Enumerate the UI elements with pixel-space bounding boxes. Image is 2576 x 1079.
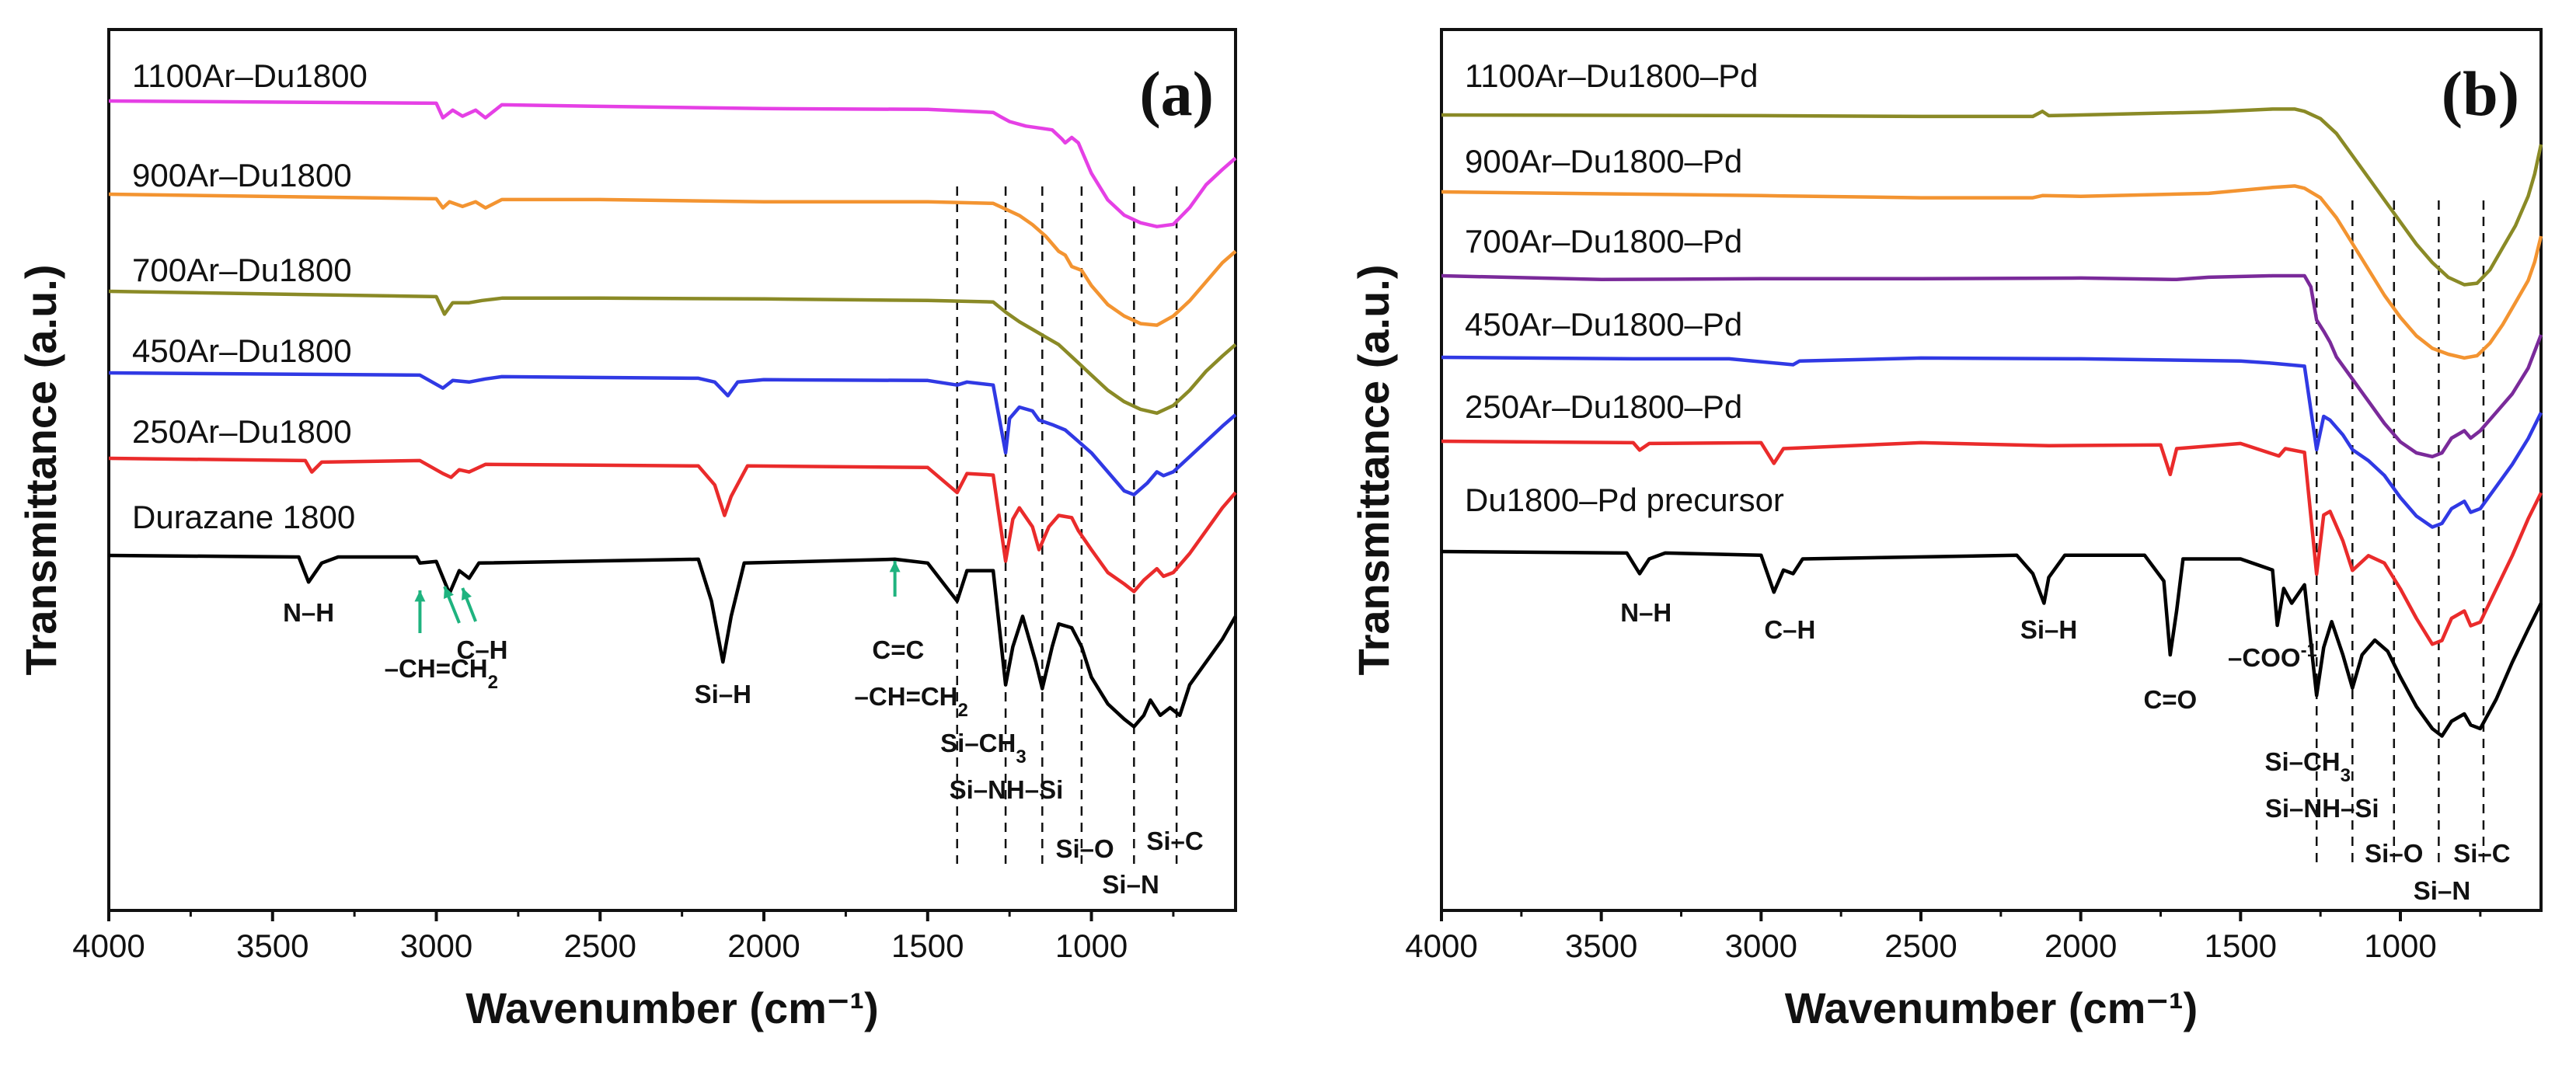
- series-line: [108, 371, 1237, 497]
- peak-label: Si–O: [1056, 834, 1114, 863]
- peak-label: Si–N: [1102, 870, 1159, 899]
- x-axis-title: Wavenumber (cm⁻¹): [465, 983, 879, 1032]
- peak-label: N–H: [1620, 598, 1671, 627]
- x-tick-label: 3000: [400, 928, 472, 964]
- peak-label: N–H: [283, 598, 334, 627]
- peak-label: Si–C: [1146, 827, 1203, 855]
- series-label: 700Ar–Du1800–Pd: [1465, 223, 1742, 259]
- x-tick-label: 1500: [2205, 928, 2277, 964]
- series-label: 250Ar–Du1800: [132, 413, 352, 450]
- x-tick-label: 1000: [2364, 928, 2436, 964]
- x-tick-label: 2500: [564, 928, 636, 964]
- panel-b: 4000 3500 3000 2500 2000 1500 1000 1100Ar–Du180…: [1349, 28, 2543, 1032]
- x-tick-label: 1000: [1055, 928, 1128, 964]
- x-tick-label: 4000: [1405, 928, 1477, 964]
- peak-label: –CH=CH2: [855, 682, 968, 721]
- x-tick-label: 1500: [891, 928, 964, 964]
- peak-label: Si–CH3: [2264, 747, 2351, 786]
- x-axis-title: Wavenumber (cm⁻¹): [1785, 983, 2198, 1032]
- plot-frame: [107, 28, 1237, 912]
- x-tick-label: 3500: [1565, 928, 1637, 964]
- y-axis-title: Transmittance (a.u.): [16, 264, 65, 675]
- peak-label: Si–NH–Si: [950, 775, 1064, 804]
- series-label: 900Ar–Du1800–Pd: [1465, 143, 1742, 179]
- series-line: [1441, 549, 2543, 738]
- arrow-head: [414, 590, 426, 602]
- series-line: [108, 99, 1237, 228]
- series-label: Du1800–Pd precursor: [1465, 482, 1784, 518]
- series-label: 900Ar–Du1800: [132, 157, 352, 193]
- series-label: 450Ar–Du1800: [132, 332, 352, 369]
- x-tick-label: 3000: [1725, 928, 1797, 964]
- series-line: [1441, 439, 2543, 646]
- series-label: Durazane 1800: [132, 499, 355, 535]
- x-tick-label: 3500: [236, 928, 308, 964]
- series-line: [1441, 184, 2543, 360]
- peak-label: Si–H: [2020, 615, 2077, 644]
- x-tick-label: 2500: [1884, 928, 1957, 964]
- peak-label: Si–N: [2414, 876, 2470, 905]
- series-line: [108, 456, 1237, 593]
- peak-label: C=O: [2143, 685, 2197, 714]
- peak-label: C=C: [872, 635, 924, 664]
- series-line: [1441, 355, 2543, 529]
- series-label: 700Ar–Du1800: [132, 252, 352, 288]
- peak-label: –COO-1: [2228, 640, 2317, 673]
- x-tick-label: 2000: [2044, 928, 2117, 964]
- arrow-head: [443, 586, 454, 599]
- series-label: 250Ar–Du1800–Pd: [1465, 388, 1742, 425]
- peak-label: C–H: [1764, 615, 1815, 644]
- peak-label: Si–NH–Si: [2265, 794, 2379, 823]
- panel-label: (b): [2442, 58, 2519, 129]
- series-line: [1441, 273, 2543, 459]
- series-label: 450Ar–Du1800–Pd: [1465, 306, 1742, 343]
- arrow-head: [889, 561, 901, 573]
- series-line: [108, 289, 1237, 416]
- peak-label: Si–C: [2453, 839, 2510, 868]
- peak-label: C–H: [457, 635, 508, 664]
- panel-a: 4000 3500 3000 2500 2000 1500 1000 1100Ar–Du180…: [16, 28, 1237, 1032]
- x-tick-label: 4000: [72, 928, 145, 964]
- arrow-head: [462, 588, 472, 600]
- plot-frame: [1440, 28, 2543, 912]
- peak-label: Si–H: [695, 680, 751, 708]
- panel-label: (a): [1139, 58, 1214, 129]
- peak-label: Si–CH3: [940, 729, 1027, 767]
- series-line: [1441, 107, 2543, 287]
- x-tick-label: 2000: [727, 928, 800, 964]
- peak-label: –CH=CH2: [385, 654, 498, 693]
- y-axis-title: Transmittance (a.u.): [1349, 264, 1398, 675]
- series-line: [108, 192, 1237, 327]
- series-label: 1100Ar–Du1800–Pd: [1465, 57, 1759, 94]
- series-line: [108, 553, 1237, 729]
- series-label: 1100Ar–Du1800: [132, 57, 368, 94]
- peak-label: Si–O: [2365, 839, 2423, 868]
